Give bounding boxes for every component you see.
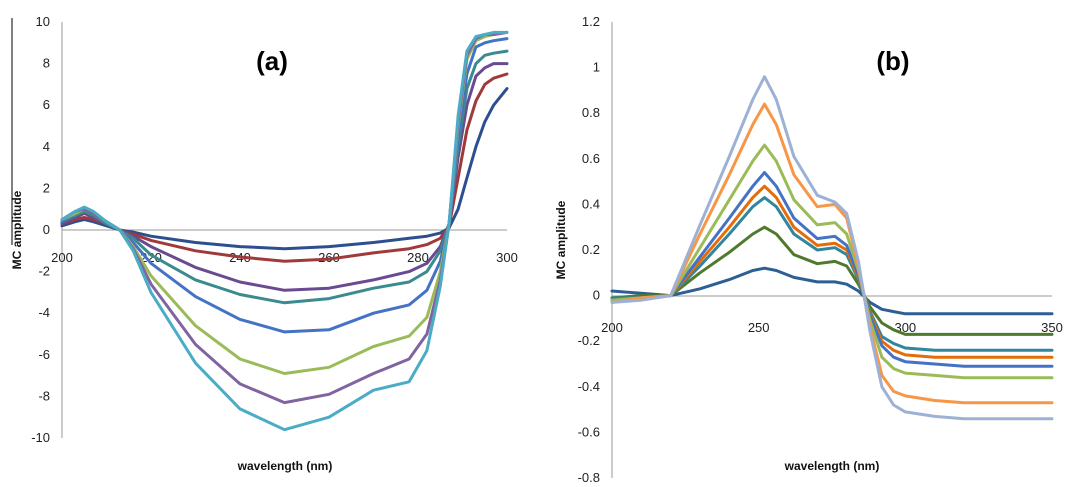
panel-a-y-axis-title: MC amplitude (10, 190, 24, 269)
panel-b-x-tick-label: 350 (1041, 320, 1063, 335)
panel-a-y-tick-label: -8 (38, 388, 50, 403)
panel-b-label: (b) (876, 46, 909, 76)
panel-a-x-tick-label: 260 (318, 250, 340, 265)
panel-b-y-tick-label: 0.4 (582, 196, 600, 211)
panel-a-y-tick-label: 2 (43, 180, 50, 195)
panel-b-y-tick-label: 0 (593, 288, 600, 303)
panel-b-series (610, 75, 1054, 421)
panel-b-series-line-4 (610, 184, 1054, 359)
panel-a-y-tick-label: 0 (43, 222, 50, 237)
panel-a-y-tick-label: 8 (43, 56, 50, 71)
panel-a-y-tick-label: -6 (38, 347, 50, 362)
panel-a-x-tick-label: 280 (407, 250, 429, 265)
panel-a-x-tick-label: 300 (496, 250, 518, 265)
panel-b-y-axis-title: MC amplitude (554, 200, 568, 279)
panel-a-series-line-6 (60, 30, 509, 375)
panel-a-y-tick-label: 4 (43, 139, 50, 154)
panel-b-y-tick-label: 1.2 (582, 14, 600, 29)
panel-b-x-ticks: 200 250 300 350 (601, 320, 1063, 335)
panel-a-series-line-4 (60, 49, 509, 305)
panel-b-series-line-8 (610, 75, 1054, 421)
panel-b-x-axis-title: wavelength (nm) (784, 459, 880, 473)
panel-a-y-tick-label: -10 (31, 430, 50, 445)
panel-b-x-tick-label: 250 (748, 320, 770, 335)
panel-b-y-tick-label: -0.6 (578, 424, 600, 439)
chart-panel-b: -0.8 -0.6 -0.4 -0.2 0 0.2 0.4 0.6 0.8 1 1.2 200 250… (554, 14, 1063, 485)
panel-b-y-tick-label: -0.4 (578, 379, 600, 394)
panel-a-x-axis-title: wavelength (nm) (237, 459, 333, 473)
panel-a-label: (a) (256, 46, 288, 76)
panel-a-series-line-8 (60, 30, 509, 432)
panel-b-series-line-6 (610, 143, 1054, 380)
panel-b-series-line-5 (610, 171, 1054, 368)
panel-b-series-line-2 (610, 225, 1054, 336)
panel-a-y-tick-label: 10 (36, 14, 50, 29)
panel-a-y-tick-label: -2 (38, 264, 50, 279)
panel-b-y-tick-label: -0.2 (578, 333, 600, 348)
panel-a-x-tick-label: 220 (140, 250, 162, 265)
panel-a-series (60, 30, 509, 432)
panel-a-x-ticks: 200 220 240 260 280 300 (51, 250, 518, 265)
panel-a-series-line-7 (60, 30, 509, 405)
panel-b-series-line-3 (610, 196, 1054, 352)
panel-a-series-line-1 (60, 87, 509, 251)
panel-a-x-tick-label: 200 (51, 250, 73, 265)
panel-a-y-tick-label: -4 (38, 305, 50, 320)
panel-b-y-tick-label: 0.2 (582, 242, 600, 257)
panel-b-y-tick-label: 0.8 (582, 105, 600, 120)
panel-b-series-line-1 (610, 266, 1054, 316)
panel-b-y-ticks: -0.8 -0.6 -0.4 -0.2 0 0.2 0.4 0.6 0.8 1 1.2 (578, 14, 600, 485)
panel-a-y-tick-label: 6 (43, 97, 50, 112)
panel-b-y-tick-label: -0.8 (578, 470, 600, 485)
panel-b-x-tick-label: 200 (601, 320, 623, 335)
panel-b-series-line-7 (610, 102, 1054, 405)
panel-b-y-tick-label: 0.6 (582, 151, 600, 166)
panel-a-y-ticks: -10 -8 -6 -4 -2 0 2 4 6 8 10 (31, 14, 50, 445)
chart-panel-a: -10 -8 -6 -4 -2 0 2 4 6 8 10 200 220 2 4 0 260 280 300 (a… (10, 14, 518, 473)
panel-b-y-tick-label: 1 (593, 60, 600, 75)
